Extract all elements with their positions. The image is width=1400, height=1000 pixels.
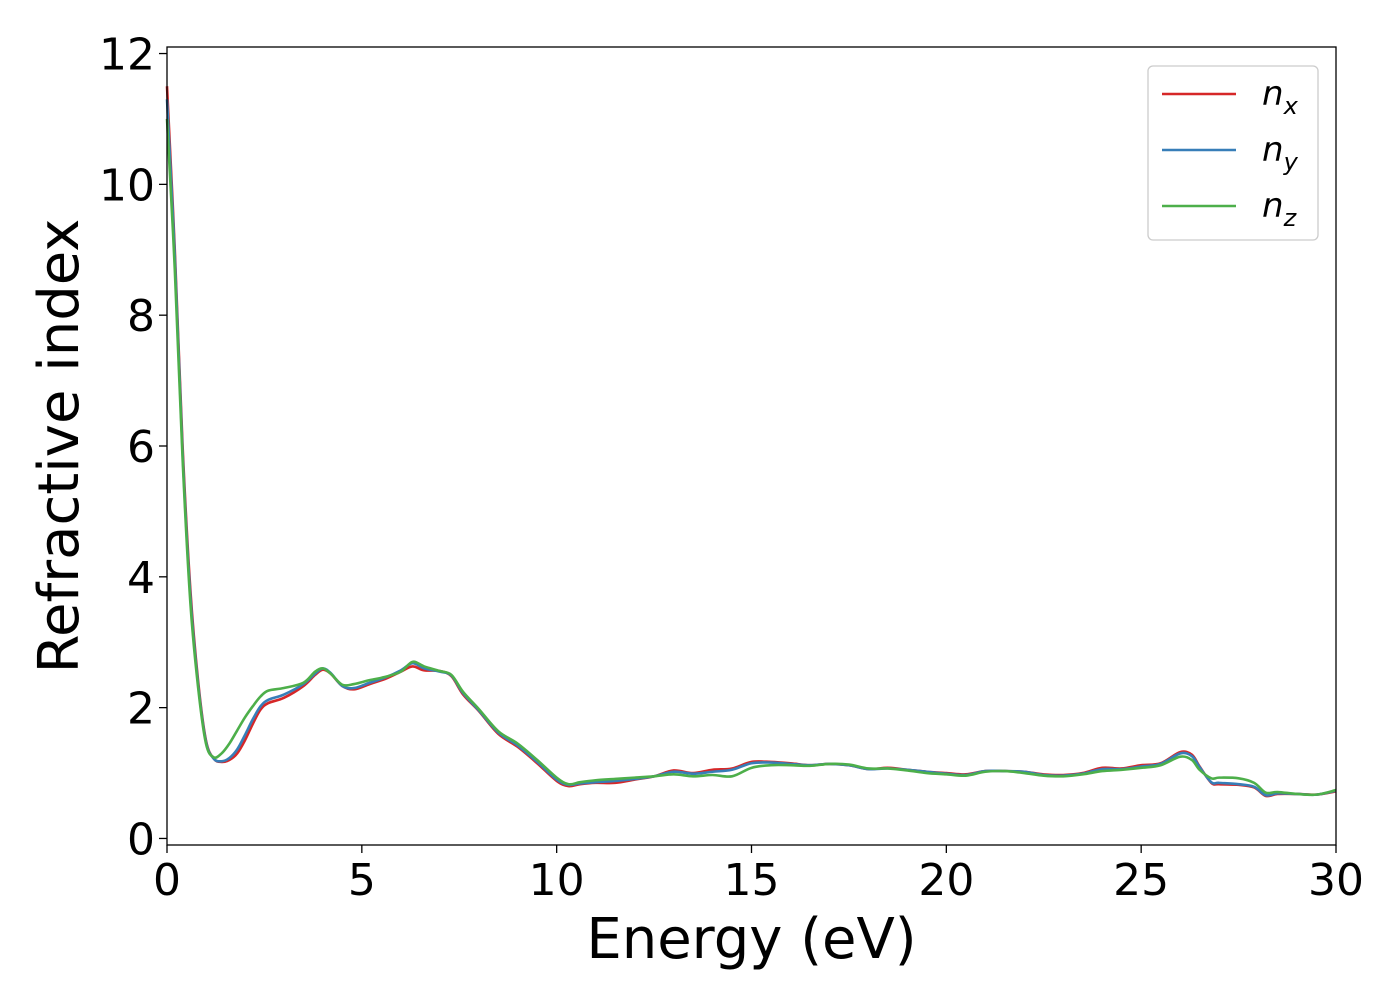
y-axis-label: Refractive index [27,219,92,674]
y-tick-label: 4 [127,553,155,604]
x-tick-label: 15 [724,855,780,906]
legend-label-z: nz [1262,186,1298,232]
legend-label-x: nx [1262,74,1299,120]
x-tick-label: 20 [918,855,974,906]
ticks-layer: 0 5 10 15 20 25 30 0 2 4 6 8 10 12 [99,30,1364,906]
y-tick-label: 8 [127,291,155,342]
x-tick-label: 5 [348,855,376,906]
x-axis-label: Energy (eV) [586,907,916,972]
legend-box [1147,65,1319,241]
x-tick-label: 0 [153,855,181,906]
series-layer [165,86,1337,798]
legend-items: nx ny nz [1162,74,1299,232]
x-tick-label: 30 [1308,855,1364,906]
series-line-z [165,118,1337,797]
legend: nx ny nz [1147,65,1319,241]
y-tick-label: 12 [99,30,155,81]
x-tick-label: 10 [529,855,585,906]
y-tick-label: 2 [127,684,155,735]
y-tick-label: 10 [99,160,155,211]
y-tick-label: 6 [127,422,155,473]
legend-label-y: ny [1262,130,1299,176]
x-tick-label: 25 [1113,855,1169,906]
y-tick-label: 0 [127,814,155,865]
